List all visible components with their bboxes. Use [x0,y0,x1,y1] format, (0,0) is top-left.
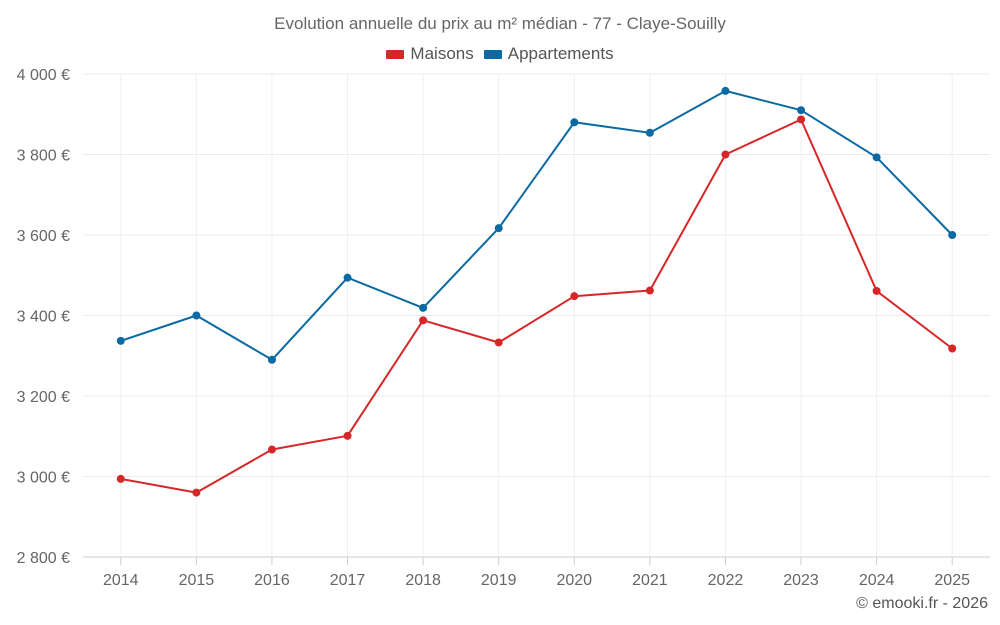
y-tick-label: 3 600 € [17,228,70,245]
data-point-appartements [192,311,201,320]
x-tick-label: 2018 [405,572,441,589]
y-tick-label: 3 000 € [17,470,70,487]
x-tick-label: 2022 [708,572,744,589]
x-tick-label: 2016 [254,572,290,589]
legend-item-appartements[interactable]: Appartements [483,44,614,64]
data-point-appartements [267,355,276,364]
x-tick-label: 2021 [632,572,668,589]
data-point-maisons [721,150,730,159]
data-point-appartements [721,86,730,95]
y-tick-label: 3 400 € [17,309,70,326]
chart-legend: Maisons Appartements [0,44,1000,64]
y-tick-label: 2 800 € [17,550,70,567]
data-point-appartements [116,336,125,345]
legend-label-appartements: Appartements [507,44,614,63]
x-tick-label: 2019 [481,572,517,589]
data-point-appartements [645,128,654,137]
data-point-maisons [267,445,276,454]
y-tick-label: 3 800 € [17,148,70,165]
data-point-maisons [872,286,881,295]
data-point-maisons [797,115,806,124]
x-tick-label: 2020 [556,572,592,589]
data-point-appartements [419,303,428,312]
legend-item-maisons[interactable]: Maisons [386,44,474,64]
x-tick-label: 2017 [330,572,366,589]
x-tick-label: 2023 [783,572,819,589]
chart-title: Evolution annuelle du prix au m² médian … [274,14,726,33]
series-line-maisons [120,118,953,494]
data-point-maisons [116,474,125,483]
data-point-appartements [872,153,881,162]
data-point-maisons [645,286,654,295]
data-point-maisons [419,316,428,325]
data-point-appartements [948,231,957,239]
data-point-appartements [343,273,352,282]
x-tick-label: 2025 [934,572,970,589]
data-point-appartements [494,224,503,233]
data-point-appartements [797,106,806,115]
x-tick-label: 2014 [103,572,139,589]
x-tick-label: 2015 [179,572,215,589]
y-tick-label: 3 200 € [17,389,70,406]
data-point-maisons [192,488,201,497]
legend-swatch-maisons [386,49,405,59]
data-point-maisons [343,431,352,440]
data-point-maisons [570,292,579,301]
series-group [116,86,957,497]
grid-lines [83,73,990,558]
data-point-appartements [570,118,579,127]
legend-swatch-appartements [483,49,502,59]
y-tick-label: 4 000 € [17,67,70,84]
data-point-maisons [494,338,503,347]
x-axis: 2014 2015 2016 2017 2018 2019 2020 2021 2022 2023… [103,557,970,589]
series-line-appartements [120,89,953,361]
x-tick-label: 2024 [859,572,895,589]
data-point-maisons [948,344,957,353]
y-axis: 2 800 € 3 000 € 3 200 € 3 400 € 3 600 € 3 800… [17,67,70,567]
legend-label-maisons: Maisons [410,44,474,63]
credit-text: © emooki.fr - 2026 [856,595,988,612]
